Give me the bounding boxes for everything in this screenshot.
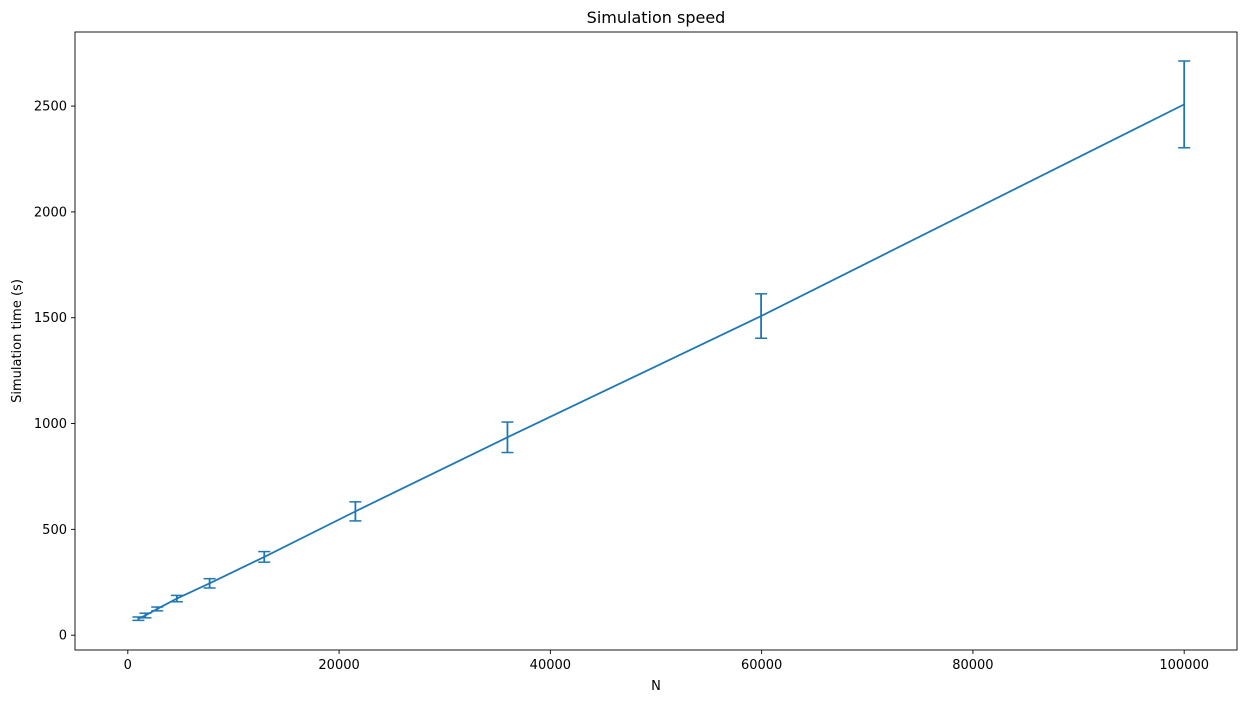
y-tick-label: 1000 [34, 417, 67, 432]
y-tick-label: 2000 [34, 205, 67, 220]
y-tick-label: 1500 [34, 311, 67, 326]
error-bar [755, 293, 768, 339]
error-bar [1178, 60, 1191, 149]
error-bar [151, 606, 164, 612]
error-bar [501, 421, 514, 454]
x-axis-label: N [651, 679, 661, 694]
x-tick-label: 20000 [318, 658, 359, 673]
x-tick-label: 100000 [1159, 658, 1209, 673]
chart-title: Simulation speed [587, 8, 726, 27]
series-line [138, 103, 1185, 620]
error-bar [258, 550, 271, 563]
plot-area [132, 60, 1191, 622]
x-tick-label: 0 [124, 658, 132, 673]
x-axis-ticks: 0 20000 40000 60000 80000 100000 [124, 650, 1209, 673]
error-bar [349, 501, 362, 522]
error-bar [170, 594, 183, 603]
y-tick-label: 0 [59, 629, 67, 644]
y-tick-label: 2500 [34, 100, 67, 115]
x-tick-label: 40000 [530, 658, 571, 673]
error-bar [132, 616, 145, 622]
error-bar [203, 577, 216, 589]
x-tick-label: 80000 [952, 658, 993, 673]
x-tick-label: 60000 [741, 658, 782, 673]
y-tick-label: 500 [42, 523, 67, 538]
axes-frame [74, 31, 1238, 651]
error-bar [139, 612, 152, 619]
y-axis-label: Simulation time (s) [10, 279, 25, 403]
y-axis-ticks: 0 500 1000 1500 2000 2500 [34, 100, 75, 644]
